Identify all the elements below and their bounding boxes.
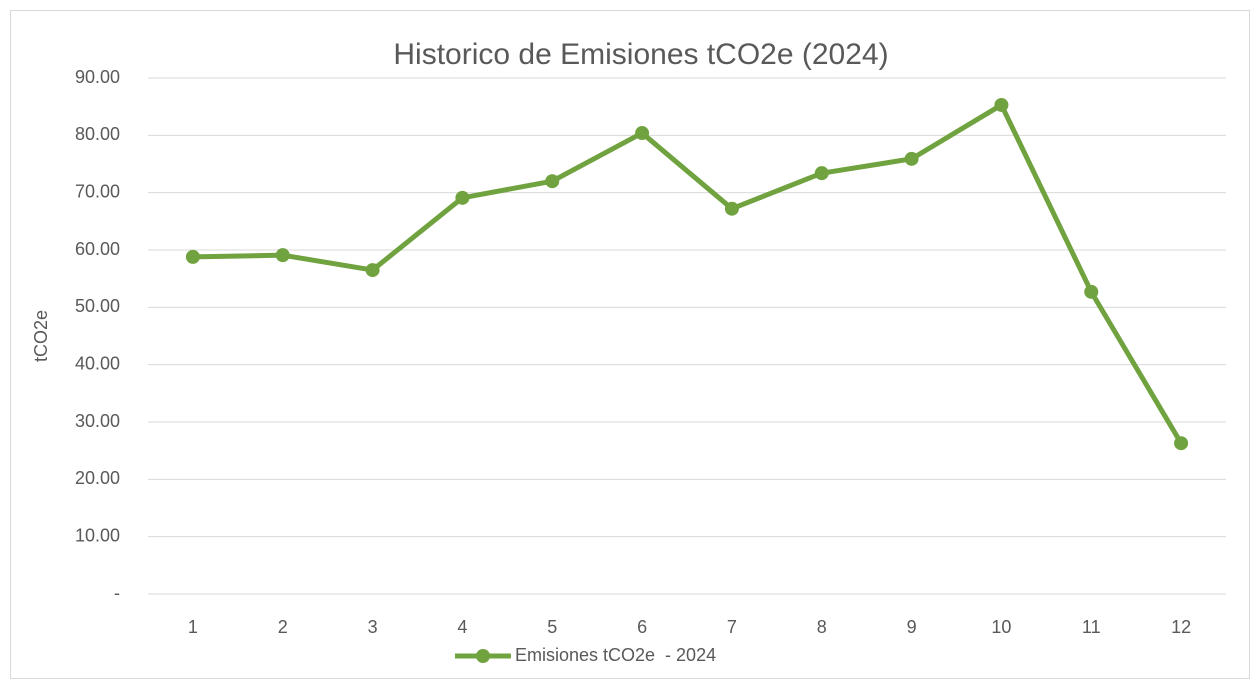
x-tick-label: 5 [547, 617, 557, 637]
y-tick-label: 60.00 [75, 239, 120, 259]
x-tick-label: 10 [991, 617, 1011, 637]
x-tick-label: 1 [188, 617, 198, 637]
series-line [192, 102, 1184, 445]
x-tick-label: 8 [817, 617, 827, 637]
y-tick-label: 30.00 [75, 411, 120, 431]
data-point [545, 174, 560, 189]
y-tick-label: 80.00 [75, 124, 120, 144]
y-tick-label: - [114, 583, 120, 603]
y-tick-label: 10.00 [75, 525, 120, 545]
data-point [1084, 284, 1099, 299]
data-point [814, 166, 829, 181]
y-tick-label: 50.00 [75, 296, 120, 316]
y-tick-label: 40.00 [75, 353, 120, 373]
data-point [365, 263, 380, 278]
data-point [994, 97, 1009, 112]
data-point [275, 248, 290, 263]
data-point [904, 151, 919, 166]
x-tick-label: 11 [1082, 617, 1101, 637]
y-tick-label: 20.00 [75, 468, 120, 488]
x-tick-label: 2 [278, 617, 288, 637]
y-axis-label: tCO2e [31, 310, 51, 362]
x-tick-label: 4 [457, 617, 467, 637]
data-point [635, 126, 650, 141]
x-tick-label: 9 [907, 617, 917, 637]
data-point [1174, 436, 1189, 451]
legend-marker [476, 649, 490, 663]
chart-title: Historico de Emisiones tCO2e (2024) [393, 38, 888, 71]
x-tick-label: 12 [1171, 617, 1191, 637]
y-tick-label: 90.00 [75, 67, 120, 87]
data-point [724, 201, 739, 216]
legend-label: Emisiones tCO2e - 2024 [515, 645, 716, 665]
data-point [185, 249, 200, 264]
x-tick-label: 3 [368, 617, 378, 637]
data-point [455, 190, 470, 205]
x-tick-label: 6 [637, 617, 647, 637]
y-tick-label: 70.00 [75, 181, 120, 201]
chart-border [10, 10, 1250, 679]
x-tick-label: 7 [727, 617, 737, 637]
